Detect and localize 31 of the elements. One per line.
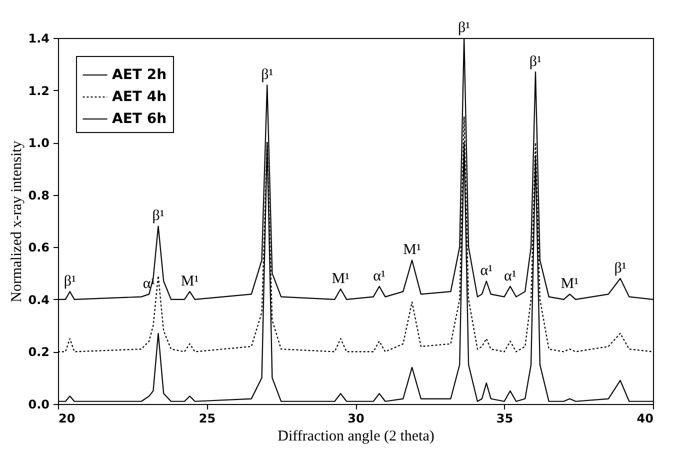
annotation: β¹ (64, 274, 76, 290)
y-tick-label: 1.4 (28, 32, 50, 46)
annotation: β¹ (152, 208, 164, 224)
annotation: α¹ (373, 268, 386, 284)
annotation: β¹ (529, 54, 542, 70)
annotation: M¹ (332, 270, 350, 287)
annotation: α¹ (480, 263, 493, 280)
x-tick-label: 20 (58, 412, 76, 426)
y-tick-label: 1.0 (28, 136, 50, 150)
x-axis-title: Diffraction angle (2 theta) (278, 428, 434, 444)
y-tick-label: 0.8 (28, 188, 50, 202)
y-tick-label: 1.2 (28, 84, 50, 98)
annotation: α¹ (504, 268, 516, 284)
annotation: M¹ (403, 242, 421, 258)
y-axis-title: Normalized x-ray intensity (9, 140, 26, 302)
x-tick-label: 40 (636, 412, 654, 426)
annotation: β¹ (458, 20, 470, 36)
legend-label: AET 6h (112, 111, 167, 127)
x-tick-label: 35 (496, 412, 514, 426)
legend-label: AET 2h (112, 67, 167, 83)
annotation: M¹ (560, 276, 579, 292)
legend-label: AET 4h (112, 89, 167, 105)
annotation: β¹ (614, 260, 626, 277)
y-tick-label: 0.6 (28, 240, 50, 255)
y-tick-label: 0.4 (28, 292, 50, 307)
y-tick-label: 0.2 (28, 345, 50, 360)
y-tick-label: 0.0 (28, 398, 50, 412)
annotation: M¹ (180, 274, 199, 290)
annotation: β¹ (261, 67, 274, 84)
x-tick-label: 30 (348, 412, 364, 426)
x-tick-label: 25 (198, 412, 216, 426)
